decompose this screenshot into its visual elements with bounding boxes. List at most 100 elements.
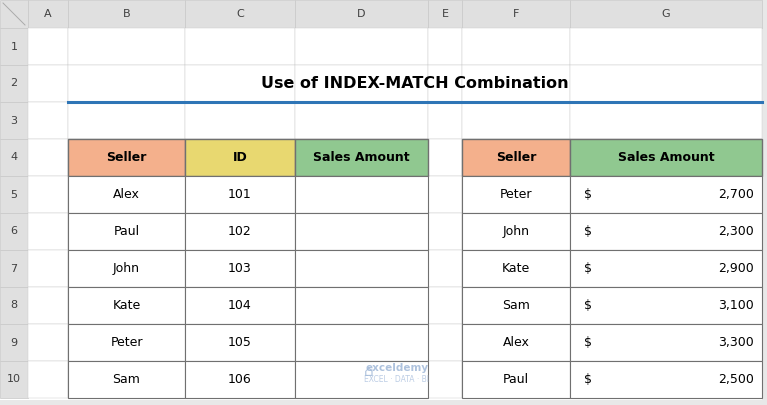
Text: 3,100: 3,100 bbox=[718, 299, 754, 312]
Bar bbox=[68, 28, 185, 65]
Bar bbox=[28, 324, 68, 361]
Bar bbox=[68, 65, 185, 102]
Text: Use of INDEX-MATCH Combination: Use of INDEX-MATCH Combination bbox=[262, 76, 569, 91]
Bar bbox=[570, 102, 762, 139]
Text: Peter: Peter bbox=[500, 188, 532, 201]
Text: B: B bbox=[123, 9, 130, 19]
Bar bbox=[295, 324, 428, 361]
Bar bbox=[185, 361, 295, 398]
Bar bbox=[0, 176, 28, 213]
Bar bbox=[295, 287, 428, 324]
Bar bbox=[28, 65, 68, 102]
Bar bbox=[462, 324, 570, 361]
Text: Kate: Kate bbox=[113, 299, 140, 312]
Text: John: John bbox=[502, 225, 529, 238]
Bar bbox=[68, 250, 185, 287]
Bar bbox=[185, 139, 295, 176]
Bar bbox=[0, 139, 28, 176]
Bar bbox=[428, 324, 462, 361]
Bar bbox=[68, 361, 185, 398]
Bar bbox=[68, 287, 185, 324]
Text: Seller: Seller bbox=[107, 151, 146, 164]
Bar bbox=[428, 65, 462, 102]
Bar bbox=[185, 324, 295, 361]
Bar bbox=[295, 287, 428, 324]
Text: 3: 3 bbox=[11, 115, 18, 126]
Bar bbox=[570, 213, 762, 250]
Text: $: $ bbox=[584, 225, 592, 238]
Bar bbox=[570, 176, 762, 213]
Bar bbox=[0, 28, 28, 65]
Bar bbox=[68, 176, 185, 213]
Bar bbox=[462, 102, 570, 139]
Bar bbox=[462, 0, 570, 28]
Text: Kate: Kate bbox=[502, 262, 530, 275]
Bar bbox=[295, 139, 428, 176]
Bar bbox=[0, 0, 28, 28]
Text: 2,300: 2,300 bbox=[718, 225, 754, 238]
Bar bbox=[185, 28, 295, 65]
Bar bbox=[28, 0, 68, 28]
Bar bbox=[570, 361, 762, 398]
Bar bbox=[570, 324, 762, 361]
Bar bbox=[185, 213, 295, 250]
Bar bbox=[428, 361, 462, 398]
Bar bbox=[185, 139, 295, 176]
Bar bbox=[68, 102, 185, 139]
Bar bbox=[295, 176, 428, 213]
Bar bbox=[28, 28, 68, 65]
Text: 6: 6 bbox=[11, 226, 18, 237]
Text: 104: 104 bbox=[228, 299, 252, 312]
Text: Sales Amount: Sales Amount bbox=[617, 151, 714, 164]
Text: D: D bbox=[357, 9, 366, 19]
Bar bbox=[0, 213, 28, 250]
Text: John: John bbox=[113, 262, 140, 275]
Bar bbox=[185, 65, 295, 102]
Text: G: G bbox=[662, 9, 670, 19]
Text: EXCEL · DATA · BI: EXCEL · DATA · BI bbox=[364, 375, 430, 384]
Bar bbox=[462, 287, 570, 324]
Text: 10: 10 bbox=[7, 375, 21, 384]
Bar bbox=[570, 287, 762, 324]
Bar bbox=[570, 287, 762, 324]
Bar bbox=[68, 287, 185, 324]
Text: $: $ bbox=[584, 373, 592, 386]
Bar bbox=[428, 287, 462, 324]
Text: 2,500: 2,500 bbox=[718, 373, 754, 386]
Text: 3,300: 3,300 bbox=[718, 336, 754, 349]
Bar bbox=[185, 287, 295, 324]
Text: Sam: Sam bbox=[502, 299, 530, 312]
Text: ID: ID bbox=[232, 151, 248, 164]
Bar bbox=[462, 324, 570, 361]
Bar bbox=[462, 139, 570, 176]
Text: 2: 2 bbox=[11, 79, 18, 89]
Bar bbox=[185, 324, 295, 361]
Bar bbox=[462, 139, 570, 176]
Bar bbox=[295, 213, 428, 250]
Bar bbox=[428, 28, 462, 65]
Bar bbox=[570, 0, 762, 28]
Bar bbox=[185, 0, 295, 28]
Text: Peter: Peter bbox=[110, 336, 143, 349]
Bar bbox=[570, 176, 762, 213]
Text: 106: 106 bbox=[228, 373, 252, 386]
Bar bbox=[462, 361, 570, 398]
Bar bbox=[295, 139, 428, 176]
Bar bbox=[462, 65, 570, 102]
Bar bbox=[68, 176, 185, 213]
Bar bbox=[462, 213, 570, 250]
Bar bbox=[68, 213, 185, 250]
Text: Seller: Seller bbox=[495, 151, 536, 164]
Bar bbox=[462, 250, 570, 287]
Text: 1: 1 bbox=[11, 41, 18, 51]
Bar bbox=[462, 28, 570, 65]
Text: 2,900: 2,900 bbox=[718, 262, 754, 275]
Bar bbox=[295, 65, 428, 102]
Text: 2,700: 2,700 bbox=[718, 188, 754, 201]
Bar bbox=[428, 176, 462, 213]
Text: Alex: Alex bbox=[502, 336, 529, 349]
Bar bbox=[28, 250, 68, 287]
Bar bbox=[295, 28, 428, 65]
Text: F: F bbox=[513, 9, 519, 19]
Bar bbox=[68, 0, 185, 28]
